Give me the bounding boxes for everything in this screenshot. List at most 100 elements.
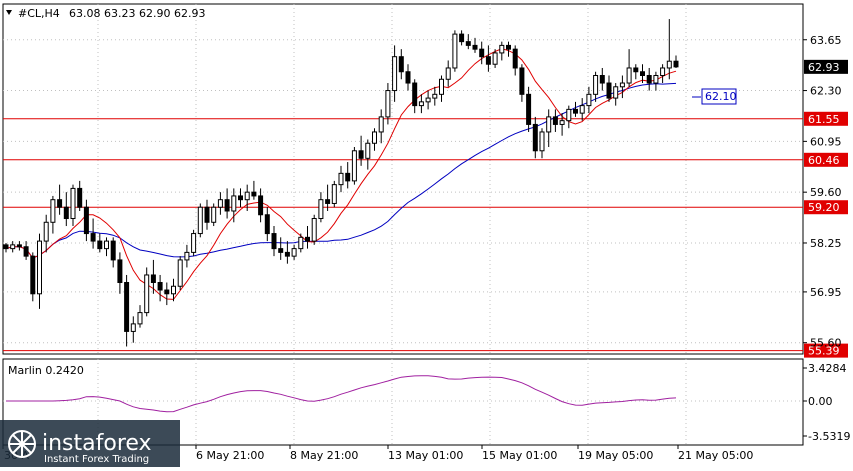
moving-averages [5, 48, 677, 300]
candle-bearish [398, 56, 404, 73]
candle-bullish [137, 312, 143, 325]
candle-bearish [506, 44, 511, 50]
candle-bullish [546, 116, 552, 133]
candle-bullish [10, 244, 16, 250]
instaforex-logo-icon [8, 430, 36, 458]
candle-bullish [499, 44, 505, 54]
candle-bearish [606, 82, 612, 99]
ohlc-values: 63.08 63.23 62.90 62.93 [69, 7, 205, 20]
candle-bearish [479, 48, 485, 58]
candlesticks [3, 19, 679, 347]
candle-bullish [104, 240, 109, 250]
candle-bearish [412, 82, 418, 107]
level-tag [804, 111, 848, 126]
grid-lines [3, 4, 803, 445]
candle-bearish [465, 41, 471, 46]
candle-bearish [573, 108, 578, 114]
x-tick-label: 8 May 21:00 [290, 449, 358, 462]
candle-bearish [532, 123, 538, 152]
candle-bearish [16, 244, 22, 248]
candle-bullish [311, 218, 317, 242]
level-tag [804, 200, 848, 215]
candle-bearish [224, 199, 230, 212]
candle-bullish [378, 116, 384, 133]
x-tick-label: 13 May 01:00 [388, 449, 463, 462]
indicator-tick-label: -3.5319 [808, 430, 850, 443]
level-label: 60.46 [808, 154, 840, 167]
candle-bearish [3, 244, 9, 250]
candle-bullish [351, 150, 357, 182]
candle-bullish [660, 67, 666, 77]
watermark: instaforex Instant Forex Trading [0, 420, 180, 467]
candle-bearish [83, 206, 89, 235]
candle-bullish [211, 206, 217, 223]
candle-bearish [164, 289, 170, 295]
candle-bullish [653, 75, 659, 84]
y-tick-label: 56.95 [810, 286, 842, 299]
candle-bearish [526, 93, 532, 125]
oscillator-series [6, 375, 677, 413]
level-tag [804, 343, 848, 358]
candle-bullish [130, 323, 136, 332]
candle-bullish [385, 90, 391, 118]
candle-bearish [633, 67, 639, 73]
candle-bearish [472, 44, 478, 50]
candle-bullish [70, 187, 76, 220]
y-tick-label: 60.95 [810, 135, 842, 148]
indicator-tick-label: 0.00 [808, 395, 833, 408]
candle-bearish [599, 75, 605, 84]
symbol-label: #CL,H4 [18, 7, 60, 20]
level-label: 55.39 [808, 345, 840, 358]
candle-bullish [50, 199, 56, 223]
candle-bullish [559, 120, 565, 125]
level-label: 61.55 [808, 113, 840, 126]
candle-bearish [90, 233, 96, 242]
candle-bullish [298, 236, 304, 250]
candle-bullish [197, 206, 203, 235]
level-tag [804, 152, 848, 167]
symbol-dropdown-icon[interactable] [6, 10, 12, 15]
candle-bearish [459, 33, 465, 43]
candle-bullish [445, 67, 451, 80]
candle-bearish [345, 172, 351, 182]
candle-bullish [43, 221, 49, 242]
candle-bearish [512, 48, 518, 69]
candle-bullish [177, 259, 183, 287]
candle-bullish [191, 233, 197, 253]
candle-bearish [673, 60, 679, 68]
oscillator-line [3, 375, 803, 413]
candle-bullish [365, 142, 371, 159]
watermark-brand: instaforex [42, 431, 152, 456]
candle-bullish [244, 191, 250, 201]
y-tick-label: 58.25 [810, 237, 842, 250]
candle-bullish [425, 97, 431, 103]
candle-bullish [593, 75, 599, 95]
candle-bullish [586, 93, 592, 107]
candle-bearish [251, 191, 257, 197]
candle-bullish [492, 52, 498, 65]
candle-bullish [613, 86, 619, 99]
candle-bearish [278, 248, 284, 253]
candle-bullish [392, 56, 398, 92]
candle-bullish [144, 274, 150, 314]
x-tick-label: 21 May 05:00 [678, 449, 753, 462]
candle-bullish [626, 67, 632, 84]
candle-bullish [171, 285, 176, 295]
candle-bearish [552, 116, 558, 125]
candle-bullish [291, 248, 297, 257]
candle-bullish [418, 101, 424, 107]
candle-bullish [539, 131, 545, 152]
candle-bearish [30, 255, 36, 295]
candle-bullish [331, 184, 337, 204]
candle-bearish [640, 71, 645, 77]
candle-bullish [318, 199, 324, 220]
candle-bullish [566, 108, 572, 122]
candle-bearish [150, 274, 156, 283]
candle-bullish [217, 199, 223, 208]
y-tick-label: 62.30 [810, 85, 842, 98]
candle-bearish [305, 236, 310, 242]
current-price-tag [804, 59, 848, 74]
candle-bearish [519, 67, 525, 95]
candle-bearish [264, 214, 270, 235]
